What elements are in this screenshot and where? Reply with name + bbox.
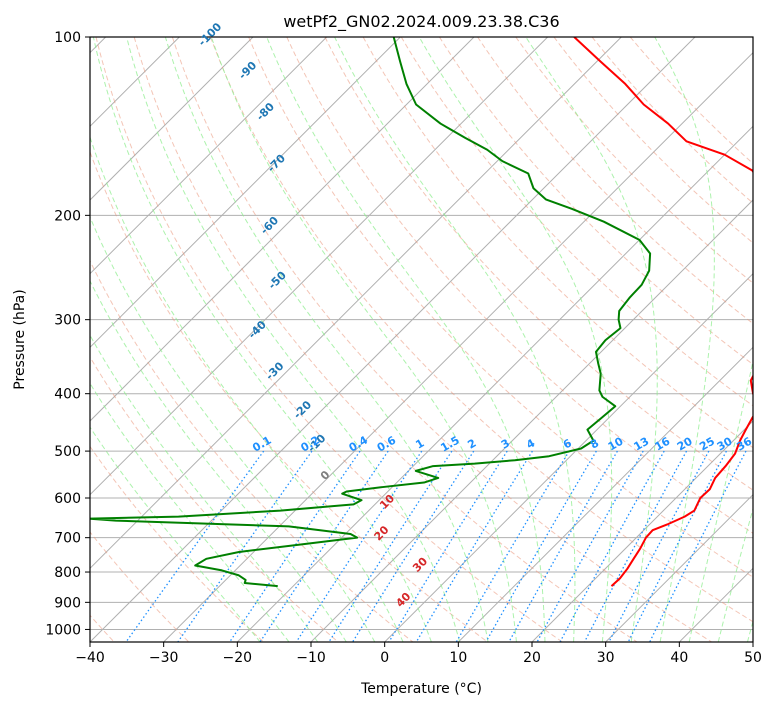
- x-tick-label: 30: [597, 650, 615, 666]
- y-tick-label: 400: [54, 387, 81, 403]
- y-tick-label: 200: [54, 208, 81, 224]
- x-tick-label: 50: [744, 650, 762, 666]
- y-tick-label: 100: [54, 30, 81, 46]
- x-tick-label: 20: [523, 650, 541, 666]
- y-tick-label: 1000: [45, 622, 81, 638]
- y-tick-label: 500: [54, 444, 81, 460]
- y-tick-label: 800: [54, 565, 81, 581]
- x-tick-label: −20: [223, 650, 253, 666]
- y-tick-label: 600: [54, 491, 81, 507]
- x-axis-label: Temperature (°C): [360, 681, 482, 697]
- x-tick-label: 10: [449, 650, 467, 666]
- y-tick-label: 900: [54, 595, 81, 611]
- x-tick-label: −30: [149, 650, 179, 666]
- y-tick-label: 700: [54, 531, 81, 547]
- y-tick-label: 300: [54, 313, 81, 329]
- y-axis-label: Pressure (hPa): [12, 289, 28, 389]
- chart-title: wetPf2_GN02.2024.009.23.38.C36: [283, 12, 559, 32]
- x-tick-label: 0: [380, 650, 389, 666]
- x-tick-label: −10: [296, 650, 326, 666]
- x-tick-label: 40: [670, 650, 688, 666]
- x-tick-label: −40: [75, 650, 105, 666]
